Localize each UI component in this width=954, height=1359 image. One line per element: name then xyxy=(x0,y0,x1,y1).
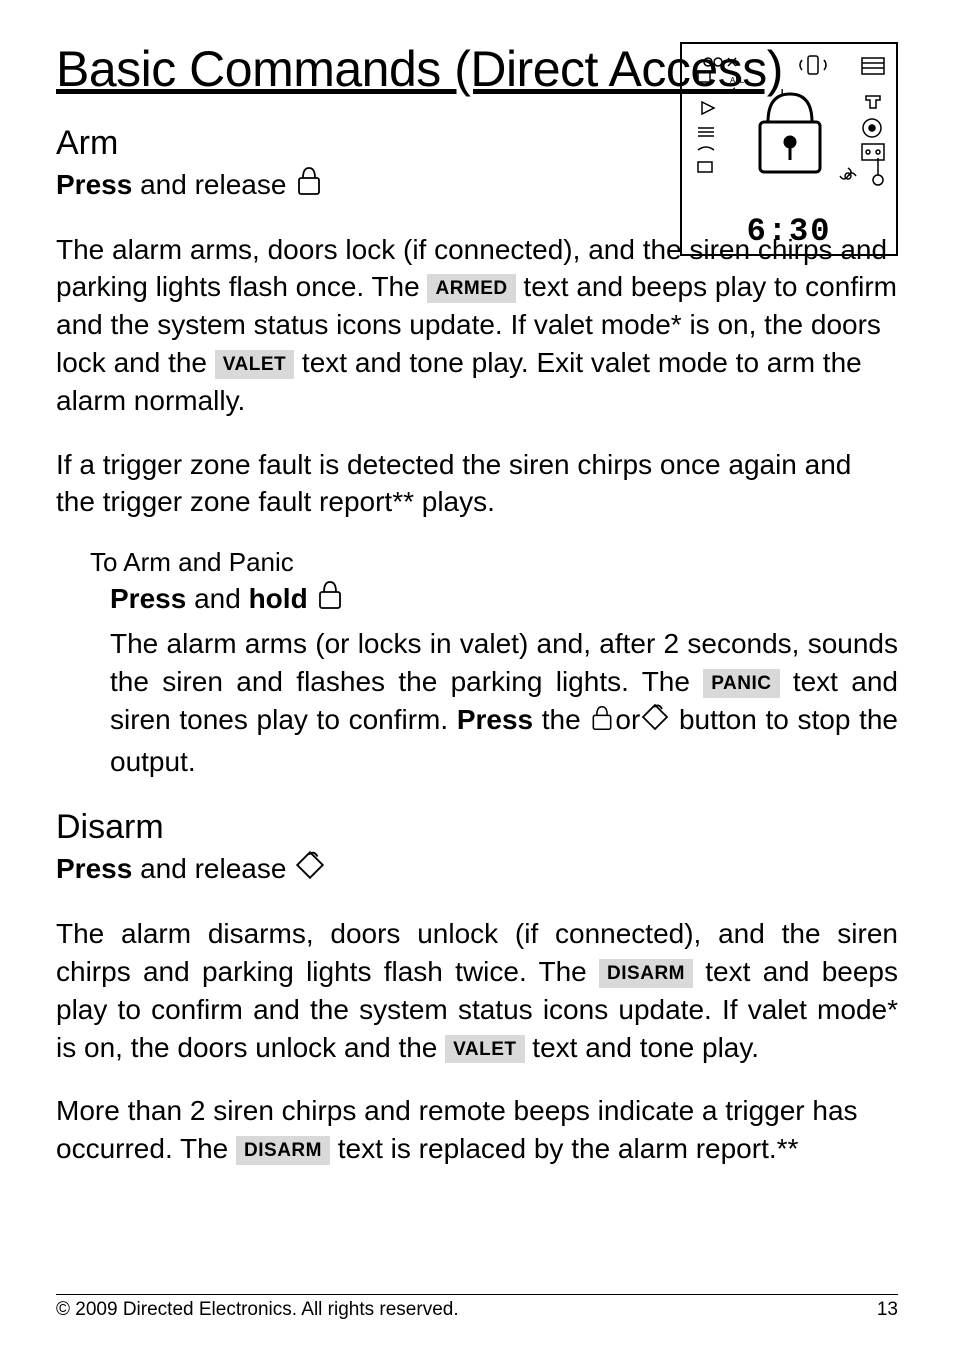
arm-panic-block: To Arm and Panic Press and hold The alar… xyxy=(90,547,898,780)
disarm-badge: DISARM xyxy=(236,1136,330,1165)
page: ALL 1 xyxy=(0,0,954,1359)
unlock-icon xyxy=(640,701,670,743)
svg-text:1: 1 xyxy=(732,86,737,96)
press-label: Press xyxy=(110,583,186,614)
text: and xyxy=(186,583,248,614)
panic-badge: PANIC xyxy=(703,669,779,698)
disarm-heading: Disarm xyxy=(56,810,898,846)
press-inline: Press xyxy=(457,704,533,735)
lock-icon xyxy=(294,164,324,205)
text: and release xyxy=(132,853,294,884)
copyright: © 2009 Directed Electronics. All rights … xyxy=(56,1299,459,1321)
disarm-para2: More than 2 siren chirps and remote beep… xyxy=(56,1092,898,1168)
press-label: Press xyxy=(56,169,132,200)
arm-panic-para: The alarm arms (or locks in valet) and, … xyxy=(110,625,898,780)
arm-para2: If a trigger zone fault is detected the … xyxy=(56,446,898,522)
text: text and tone play. xyxy=(525,1032,760,1063)
text: the xyxy=(533,704,589,735)
arm-para1: The alarm arms, doors lock (if connected… xyxy=(56,231,898,420)
disarm-para1: The alarm disarms, doors unlock (if conn… xyxy=(56,915,898,1066)
lock-icon xyxy=(315,578,345,619)
unlock-icon xyxy=(294,848,326,889)
valet-badge: VALET xyxy=(445,1035,524,1064)
arm-panic-press-line: Press and hold xyxy=(110,578,898,619)
screen-time: 6:30 xyxy=(682,213,896,250)
page-footer: © 2009 Directed Electronics. All rights … xyxy=(56,1294,898,1321)
page-number: 13 xyxy=(877,1299,898,1321)
or-text: or xyxy=(615,704,640,735)
press-rest: and release xyxy=(132,169,294,200)
disarm-badge: DISARM xyxy=(599,959,693,988)
armed-badge: ARMED xyxy=(427,274,515,303)
remote-screen-illustration: ALL 1 xyxy=(680,42,898,256)
valet-badge: VALET xyxy=(215,350,294,379)
lock-icon xyxy=(589,703,615,743)
text: text is replaced by the alarm report.** xyxy=(330,1133,798,1164)
press-label: Press xyxy=(56,853,132,884)
hold-label: hold xyxy=(249,583,308,614)
disarm-press-line: Press and release xyxy=(56,848,898,889)
remote-screen-svg: ALL 1 xyxy=(690,50,888,220)
svg-text:ALL: ALL xyxy=(730,76,745,85)
arm-panic-heading: To Arm and Panic xyxy=(90,547,898,578)
